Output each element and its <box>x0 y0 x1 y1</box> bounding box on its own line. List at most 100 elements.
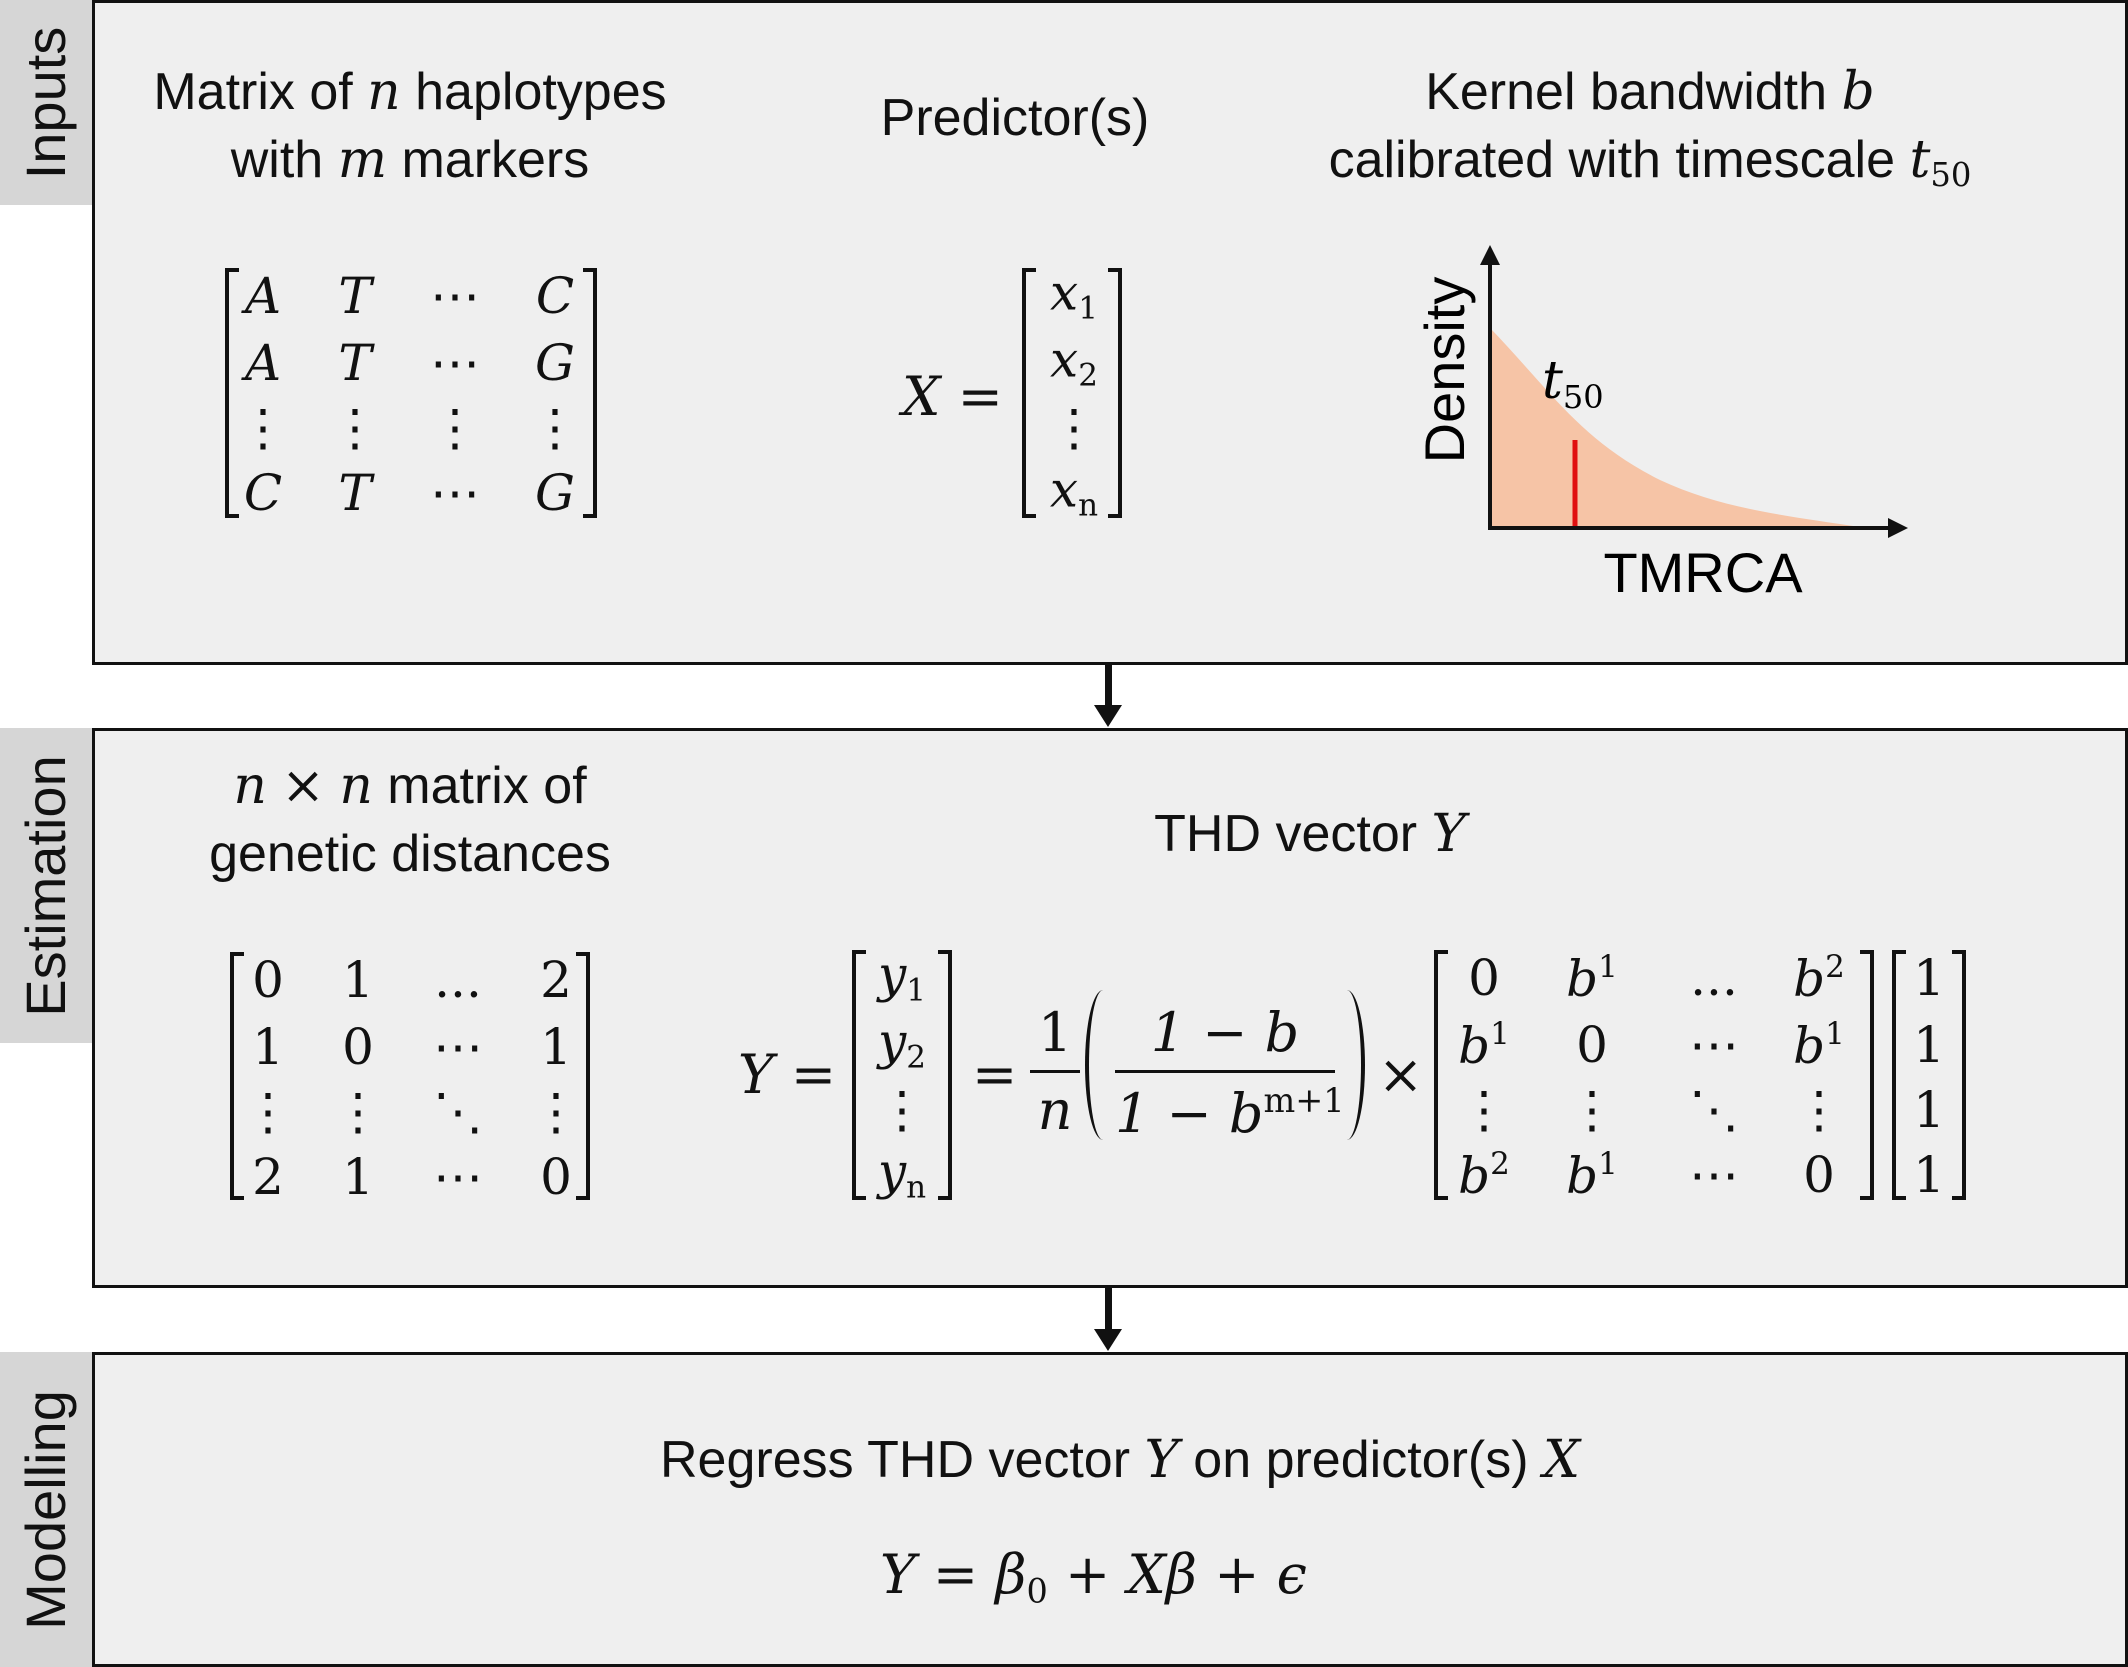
left-bracket <box>225 268 239 518</box>
matrix-cell: 2 <box>252 1148 284 1206</box>
matrix-cell: ⋯ <box>433 1148 483 1206</box>
paren-denominator: 1 − bm+1 <box>1115 1081 1345 1146</box>
matrix-cell: 0 <box>1803 1146 1835 1204</box>
parenthesised-fraction: 1 − b 1 − bm+1 <box>1085 990 1365 1150</box>
predictor-lhs: X = <box>902 365 1003 428</box>
matrix-cell: x1 <box>1050 263 1098 327</box>
right-paren <box>1329 990 1365 1140</box>
matrix-cell: ⋯ <box>430 334 480 392</box>
matrix-cell: ⋮ <box>238 399 288 457</box>
matrix-cell: ⋯ <box>1689 1016 1739 1074</box>
matrix-cell: 0 <box>252 951 284 1009</box>
matrix-cell: 1 <box>1913 949 1945 1007</box>
y-axis-label: Density <box>1413 277 1476 464</box>
section-tab-modelling: Modelling <box>0 1352 92 1667</box>
left-bracket <box>1892 950 1906 1200</box>
matrix-cell: ... <box>1690 949 1738 1007</box>
matrix-cell: A <box>244 334 282 392</box>
matrix-cell: ⋯ <box>1689 1146 1739 1204</box>
matrix-cell: ⋮ <box>1794 1081 1844 1139</box>
matrix-cell: ⋮ <box>877 1081 927 1139</box>
matrix-cell: ⋮ <box>330 399 380 457</box>
matrix-cell: ⋮ <box>531 1083 581 1141</box>
equals-sign: = <box>972 1043 1018 1106</box>
haplotypes-heading: Matrix of n haplotypes with m markers <box>153 62 667 190</box>
matrix-cell: T <box>338 464 372 522</box>
matrix-cell: ⋯ <box>433 1018 483 1076</box>
matrix-cell: 1 <box>1913 1081 1945 1139</box>
matrix-cell: ⋯ <box>430 464 480 522</box>
matrix-cell: C <box>535 267 575 325</box>
matrix-cell: ⋮ <box>430 399 480 457</box>
matrix-cell: b2 <box>1793 949 1845 1008</box>
matrix-cell: ⋮ <box>243 1083 293 1141</box>
matrix-cell: x2 <box>1050 330 1098 394</box>
matrix-cell: ⋱ <box>1689 1081 1739 1139</box>
matrix-cell: T <box>338 334 372 392</box>
matrix-cell: b1 <box>1458 1016 1510 1075</box>
matrix-cell: b1 <box>1566 1146 1618 1205</box>
matrix-cell: A <box>244 267 282 325</box>
fraction-1-over-n: 1 n <box>1030 1000 1080 1170</box>
matrix-cell: 2 <box>540 951 572 1009</box>
arrowhead-inputs-to-estimation <box>1094 705 1122 727</box>
distance-heading: n × n matrix of genetic distances <box>209 756 611 883</box>
predictor-vector: x1 x2 ⋮ xn <box>1022 263 1122 521</box>
paren-numerator: 1 − b <box>1150 1001 1300 1064</box>
left-bracket <box>1434 950 1448 1200</box>
paren-fraction-bar <box>1115 1070 1335 1073</box>
matrix-cell: G <box>535 464 575 522</box>
matrix-cell: 1 <box>540 1018 572 1076</box>
matrix-cell: 0 <box>540 1148 572 1206</box>
left-bracket <box>852 950 866 1200</box>
times-sign: × <box>1378 1043 1424 1106</box>
y-axis-arrowhead <box>1480 245 1500 265</box>
t50-label: t50 <box>1542 351 1604 416</box>
section-label-modelling: Modelling <box>14 1389 77 1630</box>
matrix-cell: 0 <box>1468 949 1500 1007</box>
matrix-cell: ⋮ <box>1459 1081 1509 1139</box>
right-bracket <box>576 952 590 1200</box>
matrix-cell: 1 <box>342 1148 374 1206</box>
matrix-cell: b2 <box>1458 1146 1510 1205</box>
matrix-cell: G <box>535 334 575 392</box>
arrow-inputs-to-estimation <box>1105 665 1112 707</box>
section-label-estimation: Estimation <box>14 754 77 1017</box>
right-bracket <box>1952 950 1966 1200</box>
matrix-cell: 0 <box>1576 1016 1608 1074</box>
matrix-cell: 1 <box>252 1018 284 1076</box>
matrix-cell: b1 <box>1566 949 1618 1008</box>
b-matrix: 0 b1... b2 b1 0 ⋯ b1 ⋮ ⋮ ⋱ ⋮ b2 b1 ⋯ 0 <box>1434 949 1874 1205</box>
fraction-denominator: n <box>1037 1079 1073 1142</box>
left-bracket <box>1022 268 1036 518</box>
matrix-cell: 0 <box>342 1018 374 1076</box>
matrix-cell: ⋯ <box>430 267 480 325</box>
right-bracket <box>583 268 597 518</box>
left-bracket <box>230 952 244 1200</box>
y-vector: y1 y2 ⋮ yn <box>852 945 952 1203</box>
left-paren <box>1085 990 1121 1140</box>
matrix-cell: ⋮ <box>1567 1081 1617 1139</box>
density-area <box>1490 328 1860 527</box>
arrow-estimation-to-modelling <box>1105 1288 1112 1330</box>
regression-equation: Y = β0 + Xβ + ϵ <box>880 1543 1307 1611</box>
matrix-cell: ⋮ <box>530 399 580 457</box>
section-label-inputs: Inputs <box>14 26 77 179</box>
x-axis-arrowhead <box>1888 518 1908 538</box>
haplotype-matrix: A T ⋯ C A T ⋯ G ⋮ ⋮ ⋮ ⋮ C T ⋯ G <box>225 268 597 518</box>
kernel-heading: Kernel bandwidth b calibrated with times… <box>1328 62 1972 195</box>
matrix-cell: ... <box>434 951 482 1009</box>
matrix-cell: T <box>338 267 372 325</box>
x-axis-label: TMRCA <box>1603 541 1803 604</box>
matrix-cell: yn <box>877 1142 927 1206</box>
right-bracket <box>938 950 952 1200</box>
inputs-panel <box>92 0 2128 665</box>
matrix-cell: ⋮ <box>1049 399 1099 457</box>
matrix-cell: 1 <box>342 951 374 1009</box>
modelling-panel <box>92 1352 2128 1667</box>
matrix-cell: y2 <box>878 1012 926 1076</box>
matrix-cell: y1 <box>878 945 926 1009</box>
right-bracket <box>1108 268 1122 518</box>
fraction-bar <box>1030 1070 1080 1073</box>
